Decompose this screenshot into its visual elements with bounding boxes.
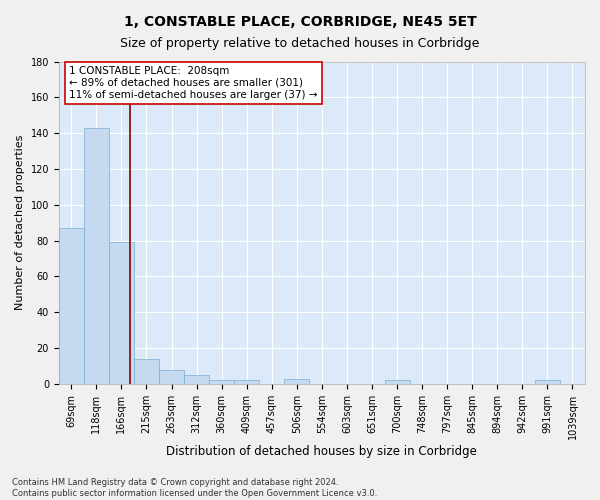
Bar (84, 128, 109, 384)
Bar (134, 359, 159, 384)
Bar (159, 370, 184, 384)
Bar (385, 380, 410, 384)
Bar (284, 378, 310, 384)
Bar (184, 375, 209, 384)
Bar (234, 380, 259, 384)
Text: Contains HM Land Registry data © Crown copyright and database right 2024.
Contai: Contains HM Land Registry data © Crown c… (12, 478, 377, 498)
Y-axis label: Number of detached properties: Number of detached properties (15, 135, 25, 310)
Text: Size of property relative to detached houses in Corbridge: Size of property relative to detached ho… (121, 38, 479, 51)
Bar (535, 380, 560, 384)
Bar (59, 228, 84, 384)
Text: 1 CONSTABLE PLACE:  208sqm
← 89% of detached houses are smaller (301)
11% of sem: 1 CONSTABLE PLACE: 208sqm ← 89% of detac… (70, 66, 318, 100)
X-axis label: Distribution of detached houses by size in Corbridge: Distribution of detached houses by size … (166, 444, 478, 458)
Bar (109, 242, 134, 384)
Text: 1, CONSTABLE PLACE, CORBRIDGE, NE45 5ET: 1, CONSTABLE PLACE, CORBRIDGE, NE45 5ET (124, 15, 476, 29)
Bar (209, 380, 234, 384)
